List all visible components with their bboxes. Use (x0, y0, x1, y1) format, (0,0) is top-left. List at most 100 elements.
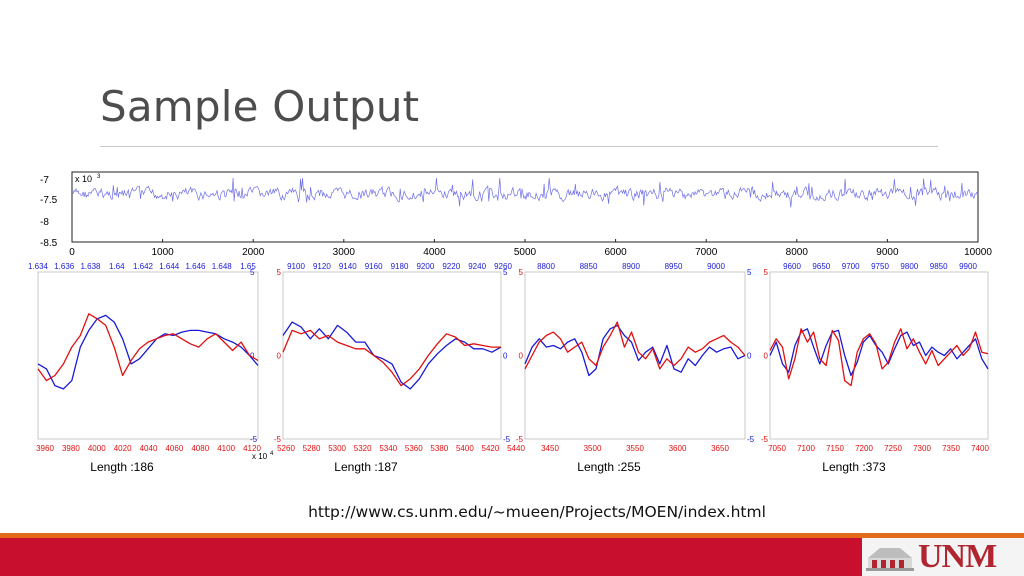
motif-top-tick-label: 9200 (416, 262, 434, 271)
motif-bottom-tick-label: 3650 (711, 444, 729, 453)
motif-top-tick-label: 1.65 (240, 262, 256, 271)
motif-1-red-series-line (37, 313, 259, 382)
motif-bottom-tick-label: 5300 (328, 444, 346, 453)
motif-top-tick-label: 9220 (442, 262, 460, 271)
motif-bottom-tick-label: 5320 (354, 444, 372, 453)
title-divider (100, 146, 938, 147)
motif-top-tick-label: 8900 (622, 262, 640, 271)
overview-xtick-label: 8000 (786, 247, 809, 258)
overview-ytick-label: -8 (40, 217, 49, 228)
motif-top-tick-label: 9240 (468, 262, 486, 271)
motif-bottom-tick-label: 4040 (140, 444, 158, 453)
motif-right-tick-label: -5 (503, 435, 511, 444)
motif-left-tick-label: 0 (277, 352, 282, 361)
motif-top-tick-label: 1.642 (133, 262, 154, 271)
motif-top-tick-label: 9700 (842, 262, 860, 271)
overview-xtick-label: 2000 (242, 247, 265, 258)
motif-bottom-tick-label: 5440 (507, 444, 525, 453)
overview-xtick-label: 0 (69, 247, 75, 258)
motif-top-tick-label: 1.644 (159, 262, 180, 271)
building-icon (866, 548, 914, 571)
motif-top-tick-label: 9180 (391, 262, 409, 271)
overview-xtick-label: 1000 (151, 247, 174, 258)
motif-bottom-tick-label: 5360 (405, 444, 423, 453)
motif-top-tick-label: 1.638 (80, 262, 101, 271)
overview-multiplier-exp: 3 (97, 174, 101, 180)
motif-top-tick-label: 8850 (580, 262, 598, 271)
motif-top-tick-label: 8950 (665, 262, 683, 271)
logo-text: UNM (918, 538, 997, 575)
motif-top-tick-label: 9750 (871, 262, 889, 271)
motif-3-length-label: Length :255 (577, 460, 641, 474)
motif-2-length-label: Length :187 (334, 460, 398, 474)
motif-bottom-tick-label: 7100 (797, 444, 815, 453)
motif-bottom-tick-label: 7350 (942, 444, 960, 453)
motif-right-tick-label: 0 (503, 352, 508, 361)
motif-top-tick-label: 9650 (812, 262, 830, 271)
motif-top-tick-label: 1.646 (185, 262, 206, 271)
motif-bottom-tick-label: 3450 (541, 444, 559, 453)
motif-left-tick-label: 5 (277, 268, 282, 277)
motif-top-tick-label: 9160 (365, 262, 383, 271)
motif-bottom-tick-label: 4020 (114, 444, 132, 453)
motif-top-tick-label: 9140 (339, 262, 357, 271)
motif-right-tick-label: 5 (747, 268, 752, 277)
motif-1-multiplier-exp: 4 (270, 451, 274, 457)
motif-left-tick-label: 5 (764, 268, 769, 277)
motif-bottom-tick-label: 3980 (62, 444, 80, 453)
motif-left-tick-label: 5 (519, 268, 524, 277)
motif-top-tick-label: 9000 (707, 262, 725, 271)
motif-left-tick-label: -5 (274, 435, 282, 444)
motif-3-red-series-line (524, 321, 746, 370)
motif-bottom-tick-label: 5260 (277, 444, 295, 453)
motif-top-tick-label: 1.64 (109, 262, 125, 271)
motif-left-tick-label: 0 (519, 352, 524, 361)
motif-top-tick-label: 9260 (494, 262, 512, 271)
overview-frame (71, 171, 979, 243)
source-url[interactable]: http://www.cs.unm.edu/~mueen/Projects/MO… (308, 503, 766, 521)
motif-top-tick-label: 9100 (287, 262, 305, 271)
overview-xtick-label: 10000 (964, 247, 992, 258)
motif-bottom-tick-label: 3500 (584, 444, 602, 453)
overview-xtick-label: 9000 (876, 247, 899, 258)
motif-left-tick-label: -5 (516, 435, 524, 444)
motif-bottom-tick-label: 5380 (430, 444, 448, 453)
motif-top-tick-label: 8800 (537, 262, 555, 271)
overview-xtick-label: 6000 (604, 247, 627, 258)
motif-bottom-tick-label: 5340 (379, 444, 397, 453)
motif-1-blue-series-line (37, 314, 259, 390)
overview-xtick-label: 5000 (514, 247, 537, 258)
motif-bottom-tick-label: 7050 (768, 444, 786, 453)
motif-right-tick-label: -5 (250, 435, 258, 444)
slide-title: Sample Output (100, 82, 420, 131)
motif-bottom-tick-label: 3960 (36, 444, 54, 453)
motif-bottom-tick-label: 4080 (191, 444, 209, 453)
motif-bottom-tick-label: 7400 (971, 444, 989, 453)
motif-1-multiplier-label: x 10 (252, 452, 268, 461)
motif-bottom-tick-label: 7250 (884, 444, 902, 453)
overview-series-line (71, 177, 979, 208)
overview-xtick-label: 4000 (423, 247, 446, 258)
motif-right-tick-label: -5 (747, 435, 755, 444)
motif-2-blue-series-line (282, 321, 502, 390)
motif-bottom-tick-label: 5280 (303, 444, 321, 453)
motif-top-tick-label: 9120 (313, 262, 331, 271)
unm-logo: UNM (862, 538, 1024, 576)
footer-stripe (0, 533, 1024, 538)
footer-bar (0, 533, 1024, 576)
motif-right-tick-label: 5 (503, 268, 508, 277)
motif-bottom-tick-label: 5420 (482, 444, 500, 453)
motif-top-tick-label: 1.634 (28, 262, 49, 271)
motif-top-tick-label: 9900 (959, 262, 977, 271)
motif-1-frame (37, 271, 259, 440)
motif-bottom-tick-label: 3550 (626, 444, 644, 453)
motif-bottom-tick-label: 4060 (165, 444, 183, 453)
motif-top-tick-label: 9600 (783, 262, 801, 271)
overview-xtick-label: 3000 (333, 247, 356, 258)
motif-bottom-tick-label: 4120 (243, 444, 261, 453)
motif-bottom-tick-label: 7150 (826, 444, 844, 453)
overview-ytick-label: -8.5 (40, 238, 58, 249)
motif-3-blue-series-line (524, 324, 746, 377)
overview-ytick-label: -7 (40, 175, 49, 186)
